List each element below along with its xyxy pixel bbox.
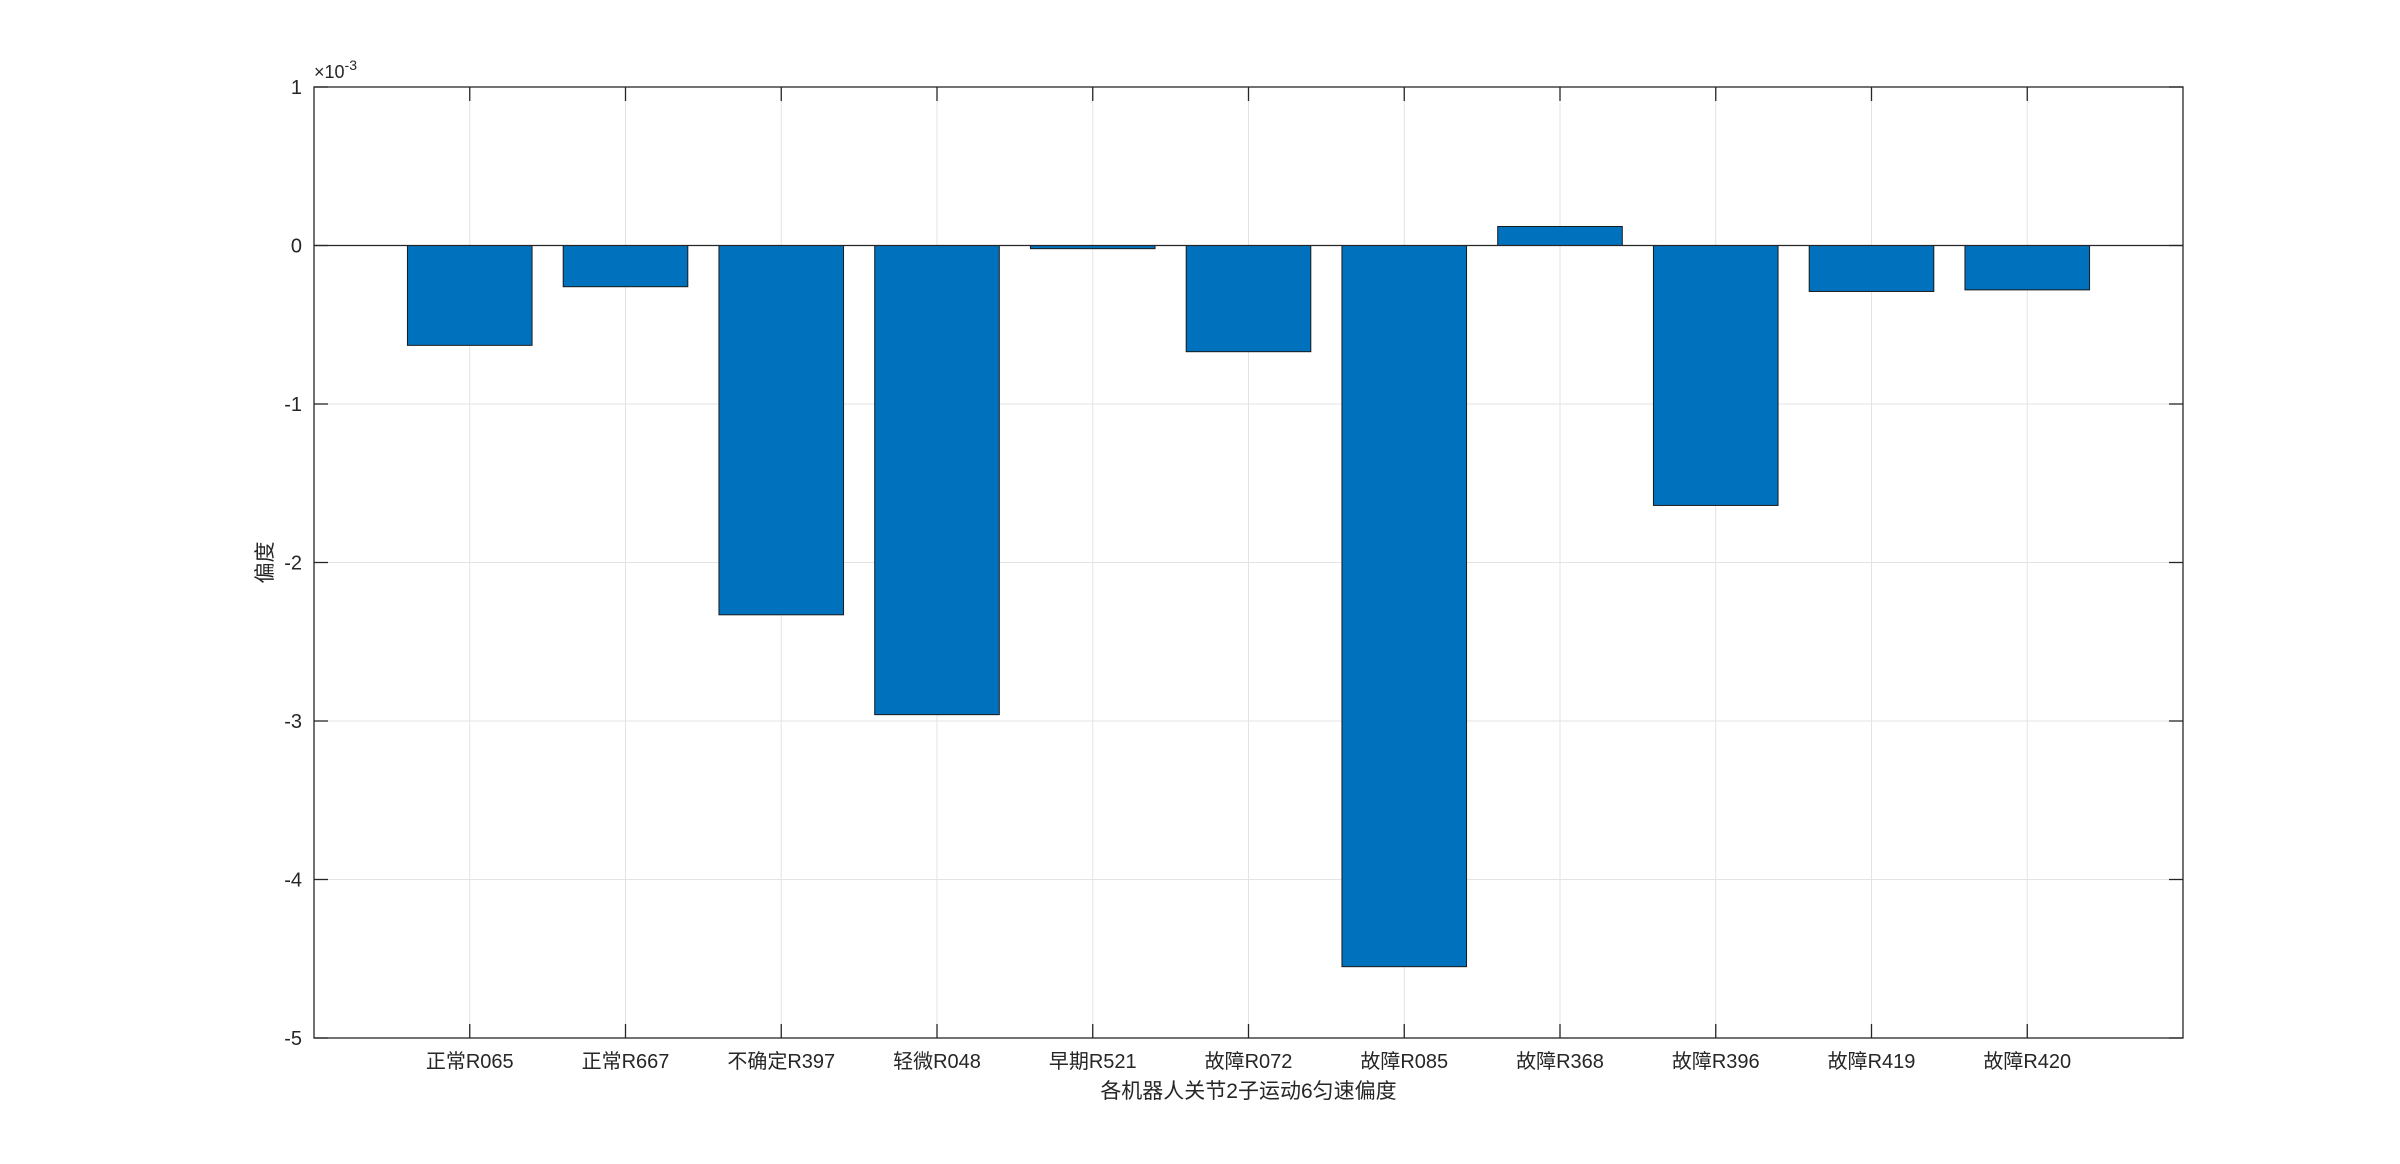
y-tick-label: -3 <box>284 711 302 733</box>
x-tick-label: 轻微R048 <box>893 1050 981 1073</box>
x-tick-label: 故障R420 <box>1983 1050 2071 1073</box>
x-tick-label: 不确定R397 <box>727 1050 835 1073</box>
y-tick-label: -1 <box>284 394 302 416</box>
x-tick-label: 故障R085 <box>1360 1050 1448 1073</box>
bar-故障R368 <box>1497 225 1623 246</box>
y-exponent-power: -3 <box>345 57 358 73</box>
x-tick-label: 正常R667 <box>582 1050 670 1073</box>
x-axis-label: 各机器人关节2子运动6匀速偏度 <box>1100 1080 1396 1103</box>
y-exponent-base: ×10 <box>314 62 345 82</box>
x-tick-label: 故障R396 <box>1672 1050 1760 1073</box>
y-exponent-label: ×10-3 <box>314 57 357 82</box>
bar-故障R419 <box>1808 245 1935 292</box>
y-tick-label: -5 <box>284 1028 302 1050</box>
bars-layer <box>406 225 2091 968</box>
y-tick-label: 0 <box>291 236 302 258</box>
y-tick-label: -2 <box>284 553 302 575</box>
tick-labels-layer: -5 -4 -3 -2 -1 0 1 正常R065 正常R667 不确定R397 轻微R048 早期R… <box>284 77 2071 1073</box>
y-tick-label: -4 <box>284 870 302 892</box>
bar-正常R065 <box>406 245 533 346</box>
x-tick-label: 故障R072 <box>1205 1050 1293 1073</box>
tick-marks-layer <box>314 86 2183 1039</box>
bar-轻微R048 <box>874 245 1000 716</box>
x-tick-label: 故障R419 <box>1828 1050 1916 1073</box>
x-tick-label: 故障R368 <box>1516 1050 1604 1073</box>
x-tick-label: 早期R521 <box>1049 1051 1137 1073</box>
y-axis-label: 偏度 <box>254 542 277 584</box>
bar-不确定R397 <box>718 245 845 616</box>
bar-正常R667 <box>562 245 689 288</box>
x-tick-label: 正常R065 <box>426 1050 514 1073</box>
bar-故障R396 <box>1652 245 1779 506</box>
bar-故障R085 <box>1341 245 1468 968</box>
bar-故障R420 <box>1964 245 2091 291</box>
bar-故障R072 <box>1185 245 1312 353</box>
y-tick-label: 1 <box>291 77 302 99</box>
